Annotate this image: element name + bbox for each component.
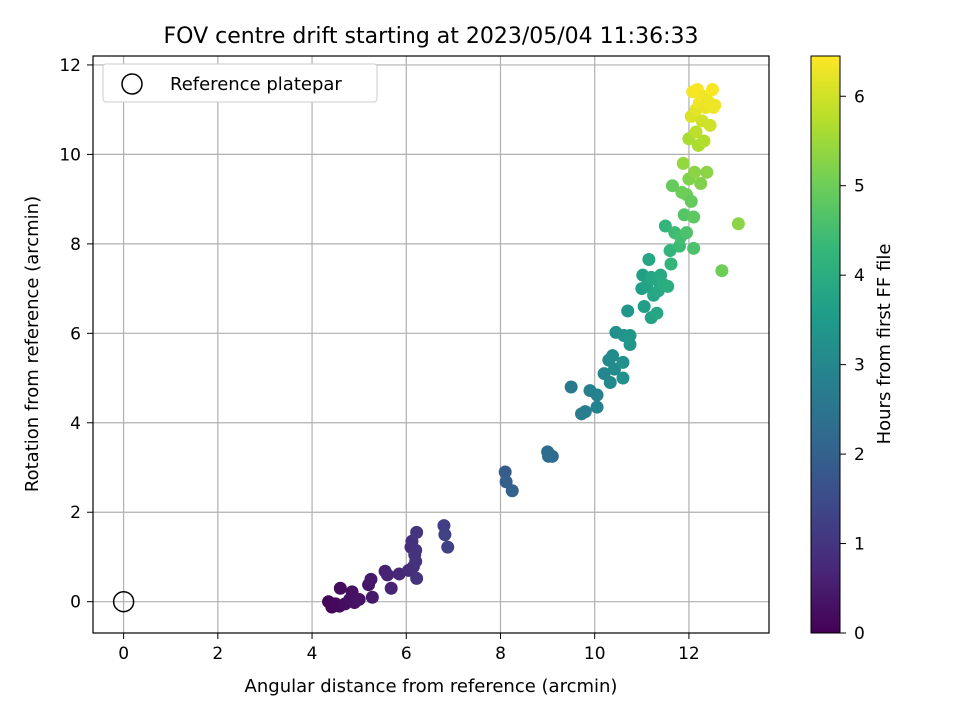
data-point bbox=[665, 179, 679, 193]
data-point bbox=[616, 371, 630, 385]
data-point bbox=[616, 355, 630, 369]
x-tick-label: 12 bbox=[678, 644, 700, 664]
data-points bbox=[322, 83, 745, 614]
y-tick-label: 2 bbox=[70, 503, 81, 523]
data-point bbox=[333, 581, 347, 595]
x-axis-label: Angular distance from reference (arcmin) bbox=[245, 676, 618, 697]
data-point bbox=[689, 125, 703, 139]
data-point bbox=[410, 571, 424, 585]
data-point bbox=[661, 279, 675, 293]
grid-lines bbox=[93, 56, 769, 633]
y-tick-label: 0 bbox=[70, 593, 81, 613]
legend: Reference platepar bbox=[102, 63, 378, 103]
x-tick-label: 0 bbox=[118, 644, 129, 664]
x-axis-ticks: 0 2 4 6 8 10 12 bbox=[118, 633, 700, 664]
data-point bbox=[637, 299, 651, 313]
plot-frame bbox=[92, 55, 770, 634]
colorbar-tick-label: 5 bbox=[854, 177, 865, 197]
x-tick-label: 10 bbox=[584, 644, 606, 664]
data-point bbox=[564, 380, 578, 394]
colorbar-tick-label: 0 bbox=[854, 624, 865, 644]
colorbar: 0 1 2 3 4 5 6 Hours from first FF file bbox=[810, 55, 895, 644]
data-point bbox=[498, 465, 512, 479]
data-point bbox=[621, 304, 635, 318]
data-point bbox=[409, 543, 423, 557]
data-point bbox=[676, 156, 690, 170]
y-tick-label: 4 bbox=[70, 414, 81, 434]
chart-title: FOV centre drift starting at 2023/05/04 … bbox=[164, 24, 699, 49]
colorbar-gradient bbox=[810, 55, 841, 634]
data-point bbox=[658, 219, 672, 233]
data-point bbox=[705, 83, 719, 97]
data-point bbox=[703, 118, 717, 132]
y-axis-label: Rotation from reference (arcmin) bbox=[22, 196, 43, 492]
data-point bbox=[708, 98, 722, 112]
data-point bbox=[687, 210, 701, 224]
colorbar-ticks: 0 1 2 3 4 5 6 bbox=[840, 87, 865, 644]
x-tick-label: 8 bbox=[495, 644, 506, 664]
x-tick-label: 6 bbox=[401, 644, 412, 664]
data-point bbox=[715, 264, 729, 278]
data-point bbox=[438, 528, 452, 542]
data-point bbox=[505, 484, 519, 498]
y-axis-ticks: 0 2 4 6 8 10 12 bbox=[59, 56, 93, 613]
data-point bbox=[680, 226, 694, 240]
data-point bbox=[623, 329, 637, 343]
y-tick-label: 10 bbox=[59, 145, 81, 165]
data-point bbox=[684, 194, 698, 208]
data-point bbox=[731, 217, 745, 231]
x-tick-label: 4 bbox=[307, 644, 318, 664]
colorbar-tick-label: 6 bbox=[854, 87, 865, 107]
legend-entry: Reference platepar bbox=[170, 74, 342, 95]
colorbar-label: Hours from first FF file bbox=[874, 244, 895, 445]
data-point bbox=[441, 540, 455, 554]
data-point bbox=[623, 338, 637, 351]
data-point bbox=[642, 253, 656, 267]
data-point bbox=[590, 400, 604, 414]
data-point bbox=[603, 376, 617, 390]
legend-box bbox=[102, 63, 378, 103]
data-point bbox=[384, 581, 398, 595]
data-point bbox=[352, 592, 366, 606]
data-point bbox=[365, 590, 379, 604]
x-tick-label: 2 bbox=[212, 644, 223, 664]
y-tick-label: 8 bbox=[70, 235, 81, 255]
data-point bbox=[409, 554, 423, 568]
data-point bbox=[578, 405, 592, 419]
data-point bbox=[697, 134, 711, 148]
y-tick-label: 6 bbox=[70, 324, 81, 344]
data-point bbox=[606, 349, 620, 363]
data-point bbox=[590, 388, 604, 402]
data-point bbox=[410, 525, 424, 539]
legend-marker-icon bbox=[121, 73, 143, 95]
colorbar-tick-label: 4 bbox=[854, 266, 865, 286]
data-point bbox=[380, 568, 394, 582]
data-point bbox=[700, 165, 714, 179]
data-point bbox=[364, 572, 378, 586]
data-point bbox=[688, 165, 702, 179]
data-point bbox=[545, 449, 559, 463]
data-point bbox=[694, 176, 708, 190]
data-point bbox=[664, 257, 678, 271]
colorbar-tick-label: 3 bbox=[854, 356, 865, 376]
colorbar-tick-label: 1 bbox=[854, 535, 865, 555]
colorbar-tick-label: 2 bbox=[854, 445, 865, 465]
reference-point-marker bbox=[112, 590, 135, 613]
data-point bbox=[650, 306, 664, 320]
data-point bbox=[687, 241, 701, 255]
y-tick-label: 12 bbox=[59, 56, 81, 76]
